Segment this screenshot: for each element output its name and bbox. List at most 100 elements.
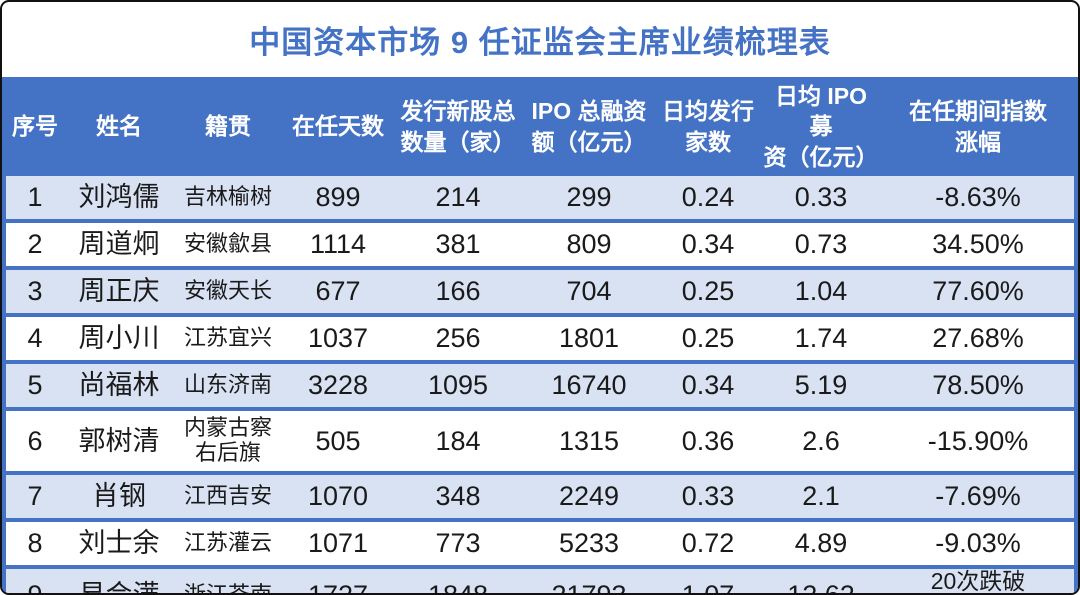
table-row: 5 尚福林 山东济南 3228 1095 16740 0.34 5.19 78.50% (4, 360, 1076, 412)
table-cell: 5.19 (760, 360, 882, 412)
column-header-seq: 序号 (4, 76, 64, 177)
table-row: 7 肖钢 江西吉安 1070 348 2249 0.33 2.1 -7.69% (4, 471, 1076, 523)
table-cell: -9.03% (882, 518, 1076, 570)
table-cell: 5 (4, 360, 64, 412)
table-cell: 0.72 (656, 518, 760, 570)
table-cell: 16740 (522, 360, 656, 412)
table-cell: 山东济南 (174, 360, 282, 412)
table-cell: 1071 (282, 518, 394, 570)
table-cell: 周道炯 (64, 219, 174, 271)
column-header-birthplace: 籍贯 (174, 76, 282, 177)
table-cell: 1848 (394, 565, 522, 593)
column-header-daily-ipo-funds: 日均 IPO 募 资（亿元） (760, 76, 882, 177)
table-cell: 77.60% (882, 266, 1076, 318)
table-row: 8 刘士余 江苏灌云 1071 773 5233 0.72 4.89 -9.03% (4, 518, 1076, 570)
table-cell: 2.6 (760, 407, 882, 476)
table-cell: 20次跌破 3000点 (882, 565, 1076, 593)
column-header-name: 姓名 (64, 76, 174, 177)
table-cell: 1095 (394, 360, 522, 412)
column-header-days-in-office: 在任天数 (282, 76, 394, 177)
table-cell: 尚福林 (64, 360, 174, 412)
table-cell: 214 (394, 172, 522, 224)
table-cell: 肖钢 (64, 471, 174, 523)
table-cell: 0.36 (656, 407, 760, 476)
table-cell: 江西吉安 (174, 471, 282, 523)
table-cell: 9 (4, 565, 64, 593)
table-cell: 0.25 (656, 313, 760, 365)
table-cell: 1114 (282, 219, 394, 271)
table-cell: 1.74 (760, 313, 882, 365)
table-cell: -15.90% (882, 407, 1076, 476)
table-cell: 299 (522, 172, 656, 224)
table-cell: 浙江苍南 (174, 565, 282, 593)
table-cell: 内蒙古察 右后旗 (174, 407, 282, 476)
column-header-index-change: 在任期间指数 涨幅 (882, 76, 1076, 177)
table-cell: 刘鸿儒 (64, 172, 174, 224)
table-cell: 江苏宜兴 (174, 313, 282, 365)
table-cell: 2249 (522, 471, 656, 523)
table-cell: 809 (522, 219, 656, 271)
table-cell: 8 (4, 518, 64, 570)
table-cell: 刘士余 (64, 518, 174, 570)
table-cell: 0.73 (760, 219, 882, 271)
table-cell: 899 (282, 172, 394, 224)
table-cell: 0.34 (656, 360, 760, 412)
table-cell: 安徽歙县 (174, 219, 282, 271)
table-cell: 704 (522, 266, 656, 318)
table-cell: 周小川 (64, 313, 174, 365)
table-cell: 78.50% (882, 360, 1076, 412)
table-cell: 0.33 (656, 471, 760, 523)
table-row: 6 郭树清 内蒙古察 右后旗 505 184 1315 0.36 2.6 -15.90% (4, 407, 1076, 476)
table-row: 2 周道炯 安徽歙县 1114 381 809 0.34 0.73 34.50% (4, 219, 1076, 271)
table-cell: 江苏灌云 (174, 518, 282, 570)
table-cell: 2.1 (760, 471, 882, 523)
table-cell: 505 (282, 407, 394, 476)
table-cell: 郭树清 (64, 407, 174, 476)
column-header-new-shares: 发行新股总 数量（家） (394, 76, 522, 177)
table-cell: 773 (394, 518, 522, 570)
table-cell: 易会满 (64, 565, 174, 593)
page-title: 中国资本市场 9 任证监会主席业绩梳理表 (249, 25, 831, 60)
title-bar: 中国资本市场 9 任证监会主席业绩梳理表 (2, 2, 1078, 77)
table-cell: 2 (4, 219, 64, 271)
table-cell: 5233 (522, 518, 656, 570)
table-cell: 256 (394, 313, 522, 365)
table-cell: 吉林榆树 (174, 172, 282, 224)
table-cell: 677 (282, 266, 394, 318)
table-cell: 1.04 (760, 266, 882, 318)
table-cell: 6 (4, 407, 64, 476)
table-cell: 1727 (282, 565, 394, 593)
column-header-daily-issues: 日均发行 家数 (656, 76, 760, 177)
table-cell: 1.07 (656, 565, 760, 593)
table-cell: 166 (394, 266, 522, 318)
table-cell: 12.62 (760, 565, 882, 593)
table-cell: 21793 (522, 565, 656, 593)
table-cell: -7.69% (882, 471, 1076, 523)
table-cell: 1801 (522, 313, 656, 365)
table-cell: 1037 (282, 313, 394, 365)
table-cell: 周正庆 (64, 266, 174, 318)
table-row: 1 刘鸿儒 吉林榆树 899 214 299 0.24 0.33 -8.63% (4, 172, 1076, 224)
csrc-chairmen-table: 序号 姓名 籍贯 在任天数 发行新股总 数量（家） IPO 总融资 额（亿元） … (2, 76, 1078, 593)
table-cell: -8.63% (882, 172, 1076, 224)
table-cell: 4 (4, 313, 64, 365)
column-header-ipo-total: IPO 总融资 额（亿元） (522, 76, 656, 177)
table-cell: 4.89 (760, 518, 882, 570)
table-row: 4 周小川 江苏宜兴 1037 256 1801 0.25 1.74 27.68% (4, 313, 1076, 365)
table-row: 3 周正庆 安徽天长 677 166 704 0.25 1.04 77.60% (4, 266, 1076, 318)
table-cell: 3228 (282, 360, 394, 412)
table-cell: 0.25 (656, 266, 760, 318)
table-cell: 安徽天长 (174, 266, 282, 318)
table-cell: 3 (4, 266, 64, 318)
table-cell: 0.24 (656, 172, 760, 224)
table-cell: 7 (4, 471, 64, 523)
table-cell: 0.34 (656, 219, 760, 271)
table-cell: 0.33 (760, 172, 882, 224)
table-cell: 184 (394, 407, 522, 476)
table-cell: 1070 (282, 471, 394, 523)
table-cell: 381 (394, 219, 522, 271)
table-cell: 34.50% (882, 219, 1076, 271)
table-cell: 1315 (522, 407, 656, 476)
